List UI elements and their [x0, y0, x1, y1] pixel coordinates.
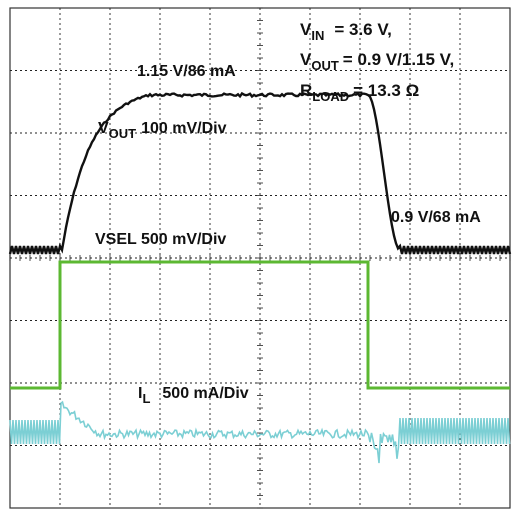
vout-annotation: VOUT = 0.9 V/1.15 V,: [300, 50, 454, 73]
vsel-scale-label: VSEL 500 mV/Div: [95, 231, 226, 248]
vout-low-label: 0.9 V/68 mA: [391, 209, 481, 226]
il-trace: [9, 400, 511, 464]
conditions-block: VIN = 3.6 V, VOUT = 0.9 V/1.15 V, RLOAD = 1…: [300, 20, 454, 104]
vout-scale-label: VOUT 100 mV/Div: [98, 120, 227, 141]
vin-annotation: VIN = 3.6 V,: [300, 20, 392, 43]
rload-annotation: RLOAD = 13.3 Ω: [300, 81, 419, 104]
vsel-trace: [10, 260, 510, 390]
vout-trace: [8, 91, 512, 255]
vout-high-label: 1.15 V/86 mA: [137, 63, 236, 80]
il-scale-label: IL 500 mA/Div: [138, 385, 249, 406]
